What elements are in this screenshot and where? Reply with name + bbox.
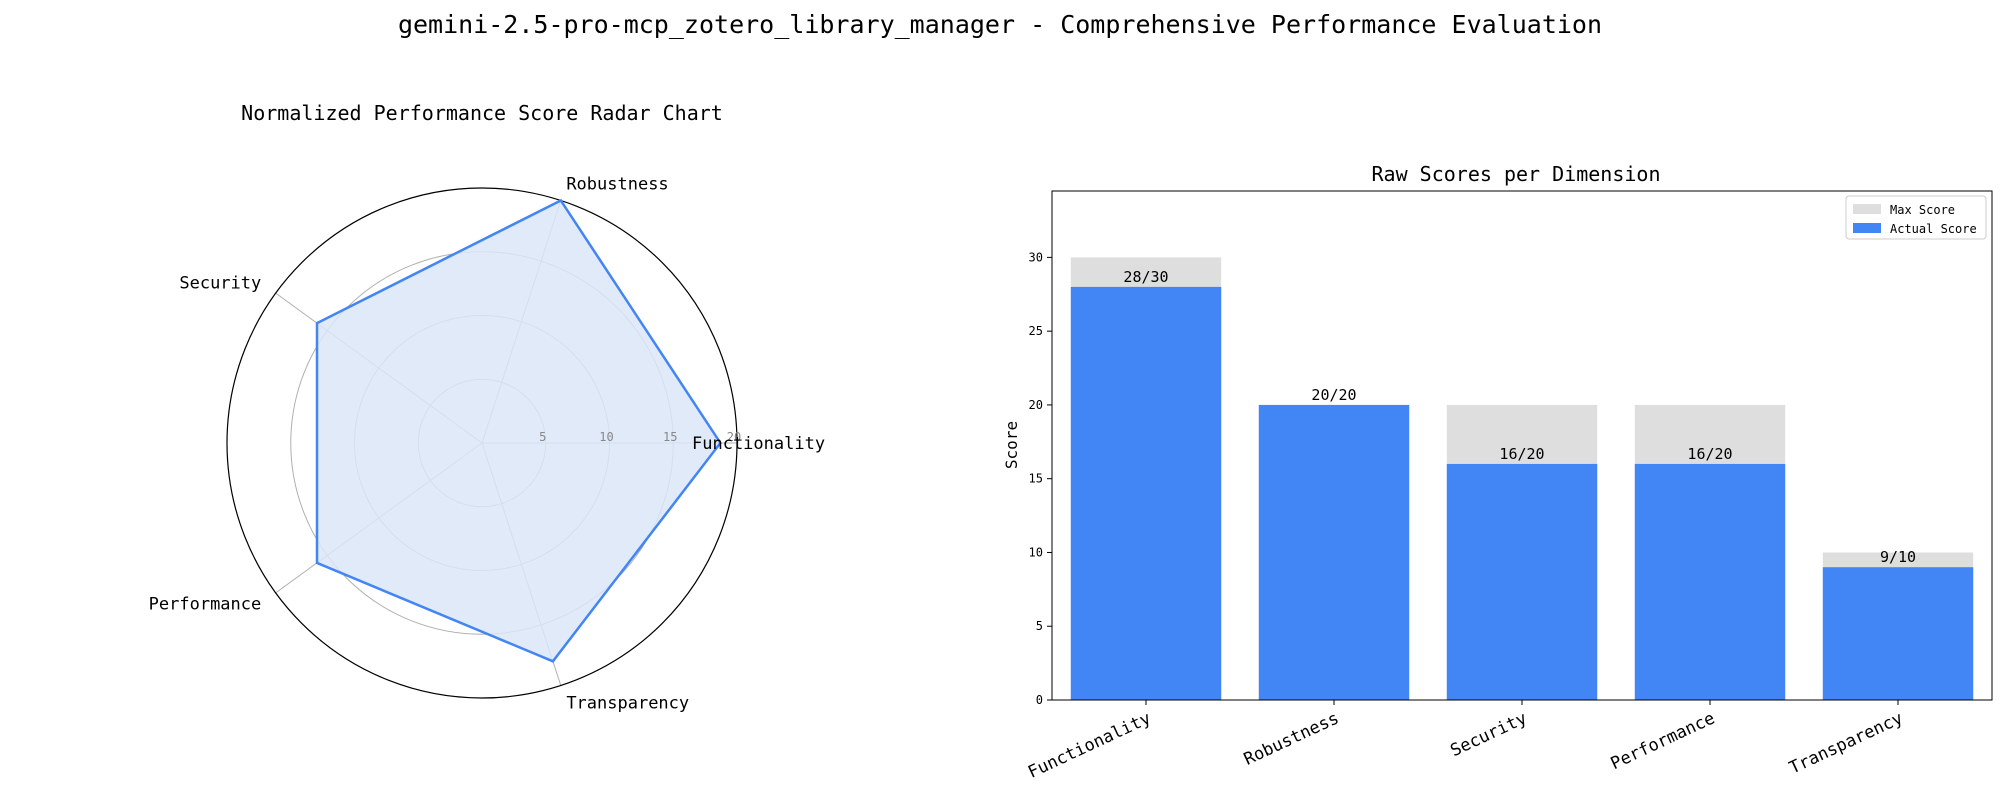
radar-chart: Normalized Performance Score Radar Chart… — [149, 101, 825, 713]
radar-series-line — [315, 198, 722, 663]
x-tick-label: Transparency — [1786, 708, 1906, 778]
bar-data-label: 20/20 — [1311, 386, 1356, 404]
radar-axis-label: Transparency — [566, 693, 689, 713]
x-tick-label: Functionality — [1025, 708, 1154, 782]
x-tick-label: Robustness — [1241, 708, 1342, 769]
radar-tick-label: 5 — [539, 430, 546, 444]
radar-title: Normalized Performance Score Radar Chart — [241, 101, 723, 125]
actual-score-bar — [1634, 463, 1786, 700]
bar-data-label: 28/30 — [1123, 268, 1168, 286]
legend-label: Actual Score — [1890, 222, 1977, 236]
radar-axis-label: Functionality — [692, 434, 825, 454]
y-tick-label: 20 — [1029, 398, 1043, 412]
y-tick-label: 0 — [1036, 693, 1043, 707]
legend-swatch — [1853, 204, 1881, 214]
radar-area — [317, 200, 721, 662]
x-tick-label: Security — [1447, 708, 1530, 761]
radar-tick-label: 10 — [599, 430, 613, 444]
radar-tick-label: 20 — [727, 430, 741, 444]
radar-tick-label: 15 — [663, 430, 677, 444]
bar-data-label: 16/20 — [1499, 445, 1544, 463]
y-axis-label: Score — [1002, 421, 1021, 469]
x-tick-label: Performance — [1608, 708, 1718, 774]
actual-score-bar — [1070, 286, 1222, 700]
bar-data-label: 16/20 — [1687, 445, 1732, 463]
y-tick-label: 25 — [1029, 324, 1043, 338]
legend-swatch — [1853, 223, 1881, 233]
bar-chart: Raw Scores per Dimension Score 0 5 10 15 20 2… — [1002, 162, 1993, 783]
bar-data-label: 9/10 — [1880, 548, 1916, 566]
radar-axis-label: Performance — [149, 594, 262, 614]
y-tick-label: 15 — [1029, 472, 1043, 486]
y-tick-label: 30 — [1029, 250, 1043, 264]
legend: Max Score Actual Score — [1845, 195, 1987, 240]
actual-score-bar — [1258, 404, 1410, 700]
radar-outer-ring — [226, 187, 738, 699]
radar-axis-label: Robustness — [566, 175, 668, 195]
plot-frame — [1051, 190, 1993, 701]
actual-score-bar — [1446, 463, 1598, 700]
y-tick-label: 10 — [1029, 545, 1043, 559]
actual-score-bar — [1822, 567, 1974, 700]
radar-axis-label: Security — [179, 274, 261, 294]
bar-title: Raw Scores per Dimension — [1372, 162, 1661, 186]
legend-label: Max Score — [1890, 203, 1955, 217]
y-tick-label: 5 — [1036, 619, 1043, 633]
figure-title: gemini-2.5-pro-mcp_zotero_library_manage… — [398, 10, 1602, 39]
